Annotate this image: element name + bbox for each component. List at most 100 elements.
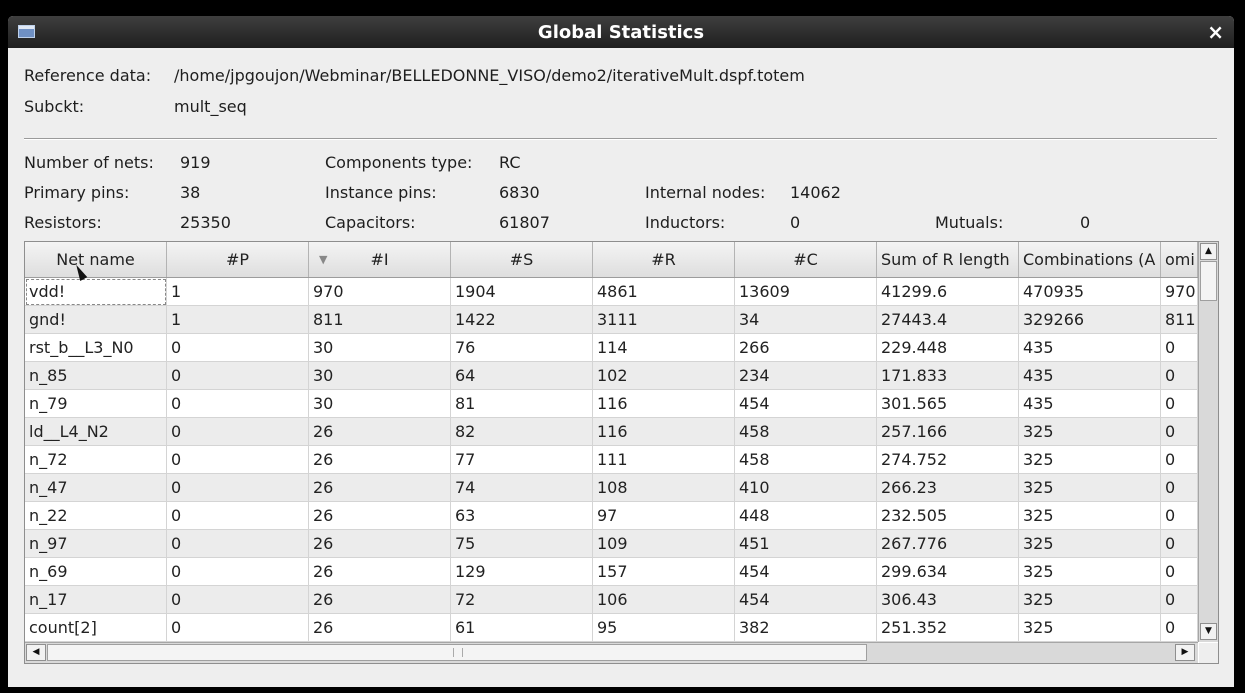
table-cell[interactable]: 435 xyxy=(1019,362,1161,390)
table-cell[interactable]: rst_b__L3_N0 xyxy=(25,334,167,362)
table-cell[interactable]: 30 xyxy=(309,362,451,390)
table-cell[interactable]: 109 xyxy=(593,530,735,558)
table-cell[interactable]: 0 xyxy=(167,446,309,474)
table-cell[interactable]: 26 xyxy=(309,586,451,614)
title-bar[interactable]: Global Statistics × xyxy=(8,16,1234,48)
scroll-right-button[interactable]: ▶ xyxy=(1175,644,1195,661)
table-cell[interactable]: 811 xyxy=(1161,306,1198,334)
table-cell[interactable]: n_85 xyxy=(25,362,167,390)
table-cell[interactable]: 171.833 xyxy=(877,362,1019,390)
table-row[interactable]: n_22 0 26 63 97 448 232.505 325 0 xyxy=(25,502,1198,530)
table-cell[interactable]: 0 xyxy=(1161,362,1198,390)
table-cell[interactable]: n_72 xyxy=(25,446,167,474)
table-cell[interactable]: 229.448 xyxy=(877,334,1019,362)
table-cell[interactable]: 72 xyxy=(451,586,593,614)
table-cell[interactable]: 0 xyxy=(1161,474,1198,502)
vertical-scrollbar[interactable]: ▲ ▼ xyxy=(1198,242,1218,642)
table-cell[interactable]: 0 xyxy=(1161,614,1198,642)
table-cell[interactable]: n_79 xyxy=(25,390,167,418)
table-row[interactable]: n_72 0 26 77 111 458 274.752 325 0 xyxy=(25,446,1198,474)
scroll-left-button[interactable]: ◀ xyxy=(26,644,46,661)
column-header[interactable]: omi xyxy=(1161,242,1198,277)
table-cell[interactable]: 325 xyxy=(1019,418,1161,446)
table-cell[interactable]: n_97 xyxy=(25,530,167,558)
table-cell[interactable]: 26 xyxy=(309,502,451,530)
table-cell[interactable]: 454 xyxy=(735,558,877,586)
table-cell[interactable]: 382 xyxy=(735,614,877,642)
table-cell[interactable]: 0 xyxy=(167,614,309,642)
column-header[interactable]: #C xyxy=(735,242,877,277)
table-cell[interactable]: 114 xyxy=(593,334,735,362)
table-cell[interactable]: 325 xyxy=(1019,530,1161,558)
table-row[interactable]: ld__L4_N2 0 26 82 116 458 257.166 325 0 xyxy=(25,418,1198,446)
table-cell[interactable]: 811 xyxy=(309,306,451,334)
table-cell[interactable]: 454 xyxy=(735,390,877,418)
table-cell[interactable]: 325 xyxy=(1019,446,1161,474)
horizontal-scroll-thumb[interactable] xyxy=(47,644,867,661)
column-header[interactable]: Sum of R length xyxy=(877,242,1019,277)
table-cell[interactable]: 61 xyxy=(451,614,593,642)
table-cell[interactable]: 3111 xyxy=(593,306,735,334)
table-row[interactable]: count[2] 0 26 61 95 382 251.352 325 0 xyxy=(25,614,1198,642)
table-cell[interactable]: 0 xyxy=(167,530,309,558)
table-cell[interactable]: 77 xyxy=(451,446,593,474)
table-cell[interactable]: 435 xyxy=(1019,334,1161,362)
table-cell[interactable]: 74 xyxy=(451,474,593,502)
table-cell[interactable]: 0 xyxy=(167,586,309,614)
table-cell[interactable]: 325 xyxy=(1019,558,1161,586)
table-cell[interactable]: 63 xyxy=(451,502,593,530)
table-cell[interactable]: 82 xyxy=(451,418,593,446)
table-cell[interactable]: ld__L4_N2 xyxy=(25,418,167,446)
table-cell[interactable]: 970 xyxy=(309,278,451,306)
table-cell[interactable]: 1904 xyxy=(451,278,593,306)
table-cell[interactable]: 27443.4 xyxy=(877,306,1019,334)
table-cell[interactable]: 13609 xyxy=(735,278,877,306)
table-cell[interactable]: 234 xyxy=(735,362,877,390)
table-row[interactable]: n_97 0 26 75 109 451 267.776 325 0 xyxy=(25,530,1198,558)
column-header[interactable]: ▼ #I xyxy=(309,242,451,277)
table-cell[interactable]: 26 xyxy=(309,418,451,446)
table-cell[interactable]: 306.43 xyxy=(877,586,1019,614)
table-cell[interactable]: 26 xyxy=(309,474,451,502)
table-cell[interactable]: 111 xyxy=(593,446,735,474)
table-cell[interactable]: 108 xyxy=(593,474,735,502)
table-cell[interactable]: count[2] xyxy=(25,614,167,642)
table-cell[interactable]: 0 xyxy=(1161,502,1198,530)
table-cell[interactable]: 0 xyxy=(167,558,309,586)
close-button[interactable]: × xyxy=(1207,20,1224,44)
table-row[interactable]: rst_b__L3_N0 0 30 76 114 266 229.448 435 0 xyxy=(25,334,1198,362)
table-cell[interactable]: 0 xyxy=(167,474,309,502)
column-header[interactable]: #R xyxy=(593,242,735,277)
table-cell[interactable]: 1 xyxy=(167,278,309,306)
column-header[interactable]: #S xyxy=(451,242,593,277)
table-row[interactable]: gnd! 1 811 1422 3111 34 27443.4 329266 811 xyxy=(25,306,1198,334)
table-cell[interactable]: 274.752 xyxy=(877,446,1019,474)
table-cell[interactable]: 470935 xyxy=(1019,278,1161,306)
table-cell[interactable]: 0 xyxy=(1161,418,1198,446)
column-header[interactable]: #P xyxy=(167,242,309,277)
table-cell[interactable]: 75 xyxy=(451,530,593,558)
table-cell[interactable]: 0 xyxy=(1161,390,1198,418)
table-cell[interactable]: 76 xyxy=(451,334,593,362)
scroll-down-button[interactable]: ▼ xyxy=(1200,623,1217,640)
table-cell[interactable]: 301.565 xyxy=(877,390,1019,418)
table-cell[interactable]: 26 xyxy=(309,530,451,558)
table-cell[interactable]: 0 xyxy=(1161,530,1198,558)
table-cell[interactable]: 64 xyxy=(451,362,593,390)
table-cell[interactable]: 266 xyxy=(735,334,877,362)
table-cell[interactable]: n_69 xyxy=(25,558,167,586)
table-cell[interactable]: 251.352 xyxy=(877,614,1019,642)
table-row[interactable]: n_79 0 30 81 116 454 301.565 435 0 xyxy=(25,390,1198,418)
table-cell[interactable]: 0 xyxy=(1161,446,1198,474)
table-cell[interactable]: 129 xyxy=(451,558,593,586)
table-cell[interactable]: 116 xyxy=(593,390,735,418)
table-cell[interactable]: 451 xyxy=(735,530,877,558)
table-row[interactable]: n_69 0 26 129 157 454 299.634 325 0 xyxy=(25,558,1198,586)
table-cell[interactable]: 1422 xyxy=(451,306,593,334)
table-cell[interactable]: 232.505 xyxy=(877,502,1019,530)
table-cell[interactable]: 26 xyxy=(309,558,451,586)
table-cell[interactable]: n_22 xyxy=(25,502,167,530)
table-cell[interactable]: 102 xyxy=(593,362,735,390)
table-cell[interactable]: 325 xyxy=(1019,586,1161,614)
horizontal-scrollbar[interactable]: ◀ ▶ xyxy=(25,642,1198,663)
